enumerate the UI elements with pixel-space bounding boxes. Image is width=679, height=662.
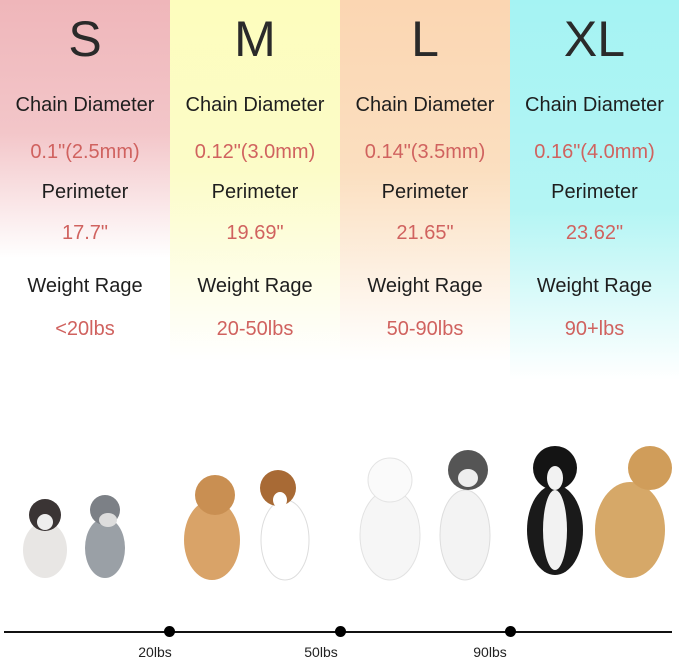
chain-diameter-label: Chain Diameter bbox=[525, 94, 664, 116]
size-heading: M bbox=[234, 11, 276, 67]
perimeter-value: 21.65" bbox=[396, 222, 454, 244]
xl-dogs bbox=[527, 446, 672, 578]
perimeter-label: Perimeter bbox=[41, 181, 129, 203]
perimeter-label: Perimeter bbox=[211, 181, 299, 203]
weight-range-label: Weight Rage bbox=[27, 275, 143, 297]
chain-diameter-label: Chain Diameter bbox=[185, 94, 325, 116]
scale-marker bbox=[505, 626, 516, 637]
large-dogs bbox=[359, 450, 491, 581]
dog-photos bbox=[23, 446, 672, 581]
medium-dogs bbox=[184, 470, 310, 581]
weight-range-label: Weight Rage bbox=[536, 275, 653, 297]
perimeter-label: Perimeter bbox=[551, 181, 638, 203]
weight-range-value: 50-90lbs bbox=[386, 318, 464, 340]
scale-marker bbox=[164, 626, 175, 637]
chain-diameter-value: 0.14"(3.5mm) bbox=[364, 141, 486, 163]
chain-diameter-value: 0.12"(3.0mm) bbox=[194, 141, 316, 163]
scale-marker bbox=[335, 626, 346, 637]
chain-diameter-label: Chain Diameter bbox=[15, 94, 155, 116]
size-column-xl: XL Chain Diameter 0.16"(4.0mm) Perimeter 23.… bbox=[510, 0, 679, 380]
chain-diameter-value: 0.16"(4.0mm) bbox=[534, 141, 655, 163]
perimeter-value: 23.62" bbox=[565, 222, 624, 244]
size-column-l: L Chain Diameter 0.14"(3.5mm) Perimeter 21.6… bbox=[340, 0, 510, 380]
weight-range-value: <20lbs bbox=[55, 318, 115, 340]
perimeter-value: 17.7" bbox=[61, 222, 109, 244]
size-heading: L bbox=[411, 11, 439, 67]
perimeter-value: 19.69" bbox=[226, 222, 284, 244]
scale-label: 50lbs bbox=[304, 644, 338, 660]
weight-range-label: Weight Rage bbox=[367, 275, 483, 297]
scale-label: 20lbs bbox=[138, 644, 172, 660]
size-heading: XL bbox=[563, 11, 626, 67]
chain-diameter-value: 0.1"(2.5mm) bbox=[30, 141, 140, 163]
size-heading: S bbox=[68, 11, 102, 67]
chain-diameter-label: Chain Diameter bbox=[355, 94, 495, 116]
small-dogs bbox=[23, 495, 125, 578]
perimeter-label: Perimeter bbox=[381, 181, 469, 203]
size-column-s: S Chain Diameter 0.1"(2.5mm) Perimeter 17.7"… bbox=[0, 0, 170, 380]
weight-range-value: 20-50lbs bbox=[216, 318, 294, 340]
scale-label: 90lbs bbox=[473, 644, 507, 660]
size-column-m: M Chain Diameter 0.12"(3.0mm) Perimeter 19.6… bbox=[170, 0, 340, 380]
weight-range-value: 90+lbs bbox=[564, 318, 625, 340]
weight-range-label: Weight Rage bbox=[197, 275, 313, 297]
